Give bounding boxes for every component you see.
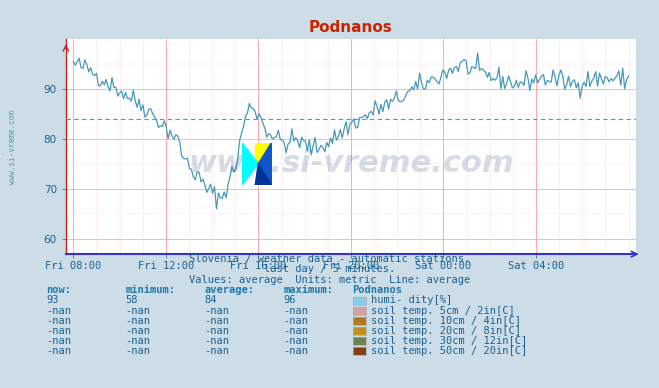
Text: soil temp. 30cm / 12in[C]: soil temp. 30cm / 12in[C] — [371, 336, 527, 346]
Text: -nan: -nan — [283, 336, 308, 346]
Text: -nan: -nan — [46, 305, 71, 315]
Text: soil temp. 20cm / 8in[C]: soil temp. 20cm / 8in[C] — [371, 326, 521, 336]
Title: Podnanos: Podnanos — [309, 20, 393, 35]
Text: www.si-vreme.com: www.si-vreme.com — [8, 111, 17, 184]
Text: -nan: -nan — [283, 305, 308, 315]
Text: -nan: -nan — [204, 336, 229, 346]
Text: average:: average: — [204, 285, 254, 295]
Text: minimum:: minimum: — [125, 285, 175, 295]
Text: soil temp. 50cm / 20in[C]: soil temp. 50cm / 20in[C] — [371, 346, 527, 356]
Text: -nan: -nan — [46, 346, 71, 356]
Polygon shape — [242, 142, 258, 185]
Polygon shape — [258, 142, 272, 185]
Text: -nan: -nan — [204, 346, 229, 356]
Text: 96: 96 — [283, 295, 296, 305]
Text: last day / 5 minutes.: last day / 5 minutes. — [264, 264, 395, 274]
Text: -nan: -nan — [125, 336, 150, 346]
Text: Podnanos: Podnanos — [353, 285, 403, 295]
Text: 84: 84 — [204, 295, 217, 305]
Text: Slovenia / weather data - automatic stations.: Slovenia / weather data - automatic stat… — [189, 254, 470, 264]
Bar — [255, 142, 272, 164]
Text: Values: average  Units: metric  Line: average: Values: average Units: metric Line: aver… — [189, 275, 470, 285]
Text: -nan: -nan — [46, 326, 71, 336]
Text: -nan: -nan — [46, 336, 71, 346]
Text: -nan: -nan — [125, 346, 150, 356]
Text: -nan: -nan — [283, 346, 308, 356]
Text: www.si-vreme.com: www.si-vreme.com — [188, 149, 514, 178]
Text: -nan: -nan — [125, 305, 150, 315]
Text: -nan: -nan — [46, 315, 71, 326]
Text: soil temp. 5cm / 2in[C]: soil temp. 5cm / 2in[C] — [371, 305, 515, 315]
Text: -nan: -nan — [283, 326, 308, 336]
Text: 93: 93 — [46, 295, 59, 305]
Polygon shape — [255, 164, 272, 185]
Text: now:: now: — [46, 285, 71, 295]
Text: 58: 58 — [125, 295, 138, 305]
Text: humi- dity[%]: humi- dity[%] — [371, 295, 452, 305]
Text: -nan: -nan — [283, 315, 308, 326]
Text: -nan: -nan — [125, 315, 150, 326]
Text: maximum:: maximum: — [283, 285, 333, 295]
Text: -nan: -nan — [125, 326, 150, 336]
Text: -nan: -nan — [204, 305, 229, 315]
Text: -nan: -nan — [204, 315, 229, 326]
Text: -nan: -nan — [204, 326, 229, 336]
Text: soil temp. 10cm / 4in[C]: soil temp. 10cm / 4in[C] — [371, 315, 521, 326]
